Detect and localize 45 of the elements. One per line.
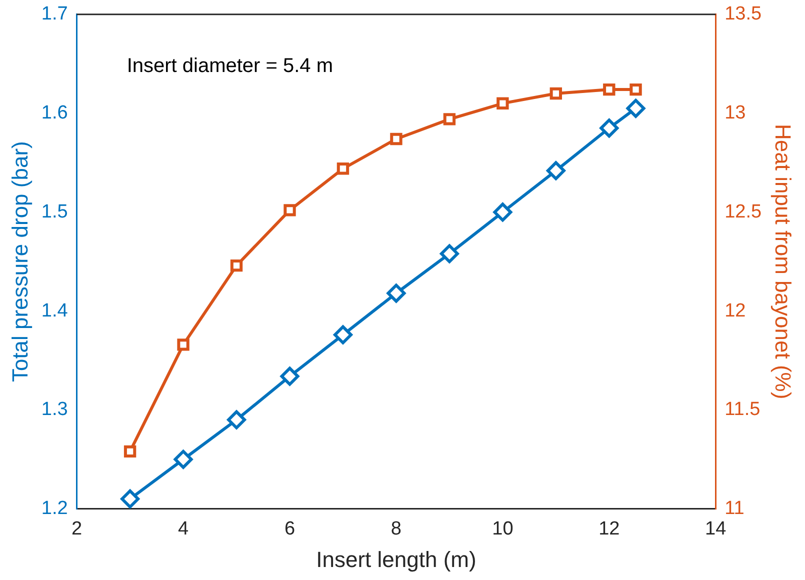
annotation: Insert diameter = 5.4 m <box>126 54 334 77</box>
point <box>333 325 352 344</box>
x-tick-label: 4 <box>178 518 189 540</box>
y-tick-label: 1.6 <box>41 102 68 124</box>
x-tick-label: 14 <box>705 518 727 540</box>
point <box>124 445 136 458</box>
point <box>120 489 140 508</box>
point <box>550 87 562 100</box>
point <box>280 366 300 386</box>
y-tick-label: 1.3 <box>41 399 68 420</box>
point <box>440 244 459 264</box>
point <box>174 450 193 469</box>
y-tick-label: 1.2 <box>41 498 68 520</box>
point <box>493 202 512 222</box>
point <box>626 98 646 118</box>
point <box>336 162 350 175</box>
x-axis-title: Insert length (m) <box>316 546 476 572</box>
y2-tick-label: 12 <box>724 300 746 322</box>
y2-tick-label: 12.5 <box>724 201 762 222</box>
x-tick-label: 12 <box>598 518 620 540</box>
point <box>630 83 642 96</box>
point <box>177 338 190 351</box>
y2-tick-label: 13 <box>724 102 746 124</box>
point <box>600 118 619 138</box>
point <box>227 410 246 430</box>
y-tick-label: 1.4 <box>41 300 68 322</box>
point <box>284 204 296 216</box>
point <box>443 113 456 126</box>
y-tick-label: 1.7 <box>41 4 68 25</box>
point <box>546 161 566 180</box>
x-tick-label: 10 <box>492 518 514 540</box>
y-axis-title: Total pressure drop (bar) <box>7 141 32 382</box>
y2-tick-label: 13.5 <box>724 4 762 25</box>
x-tick-label: 8 <box>390 518 402 540</box>
y2-axis-title: Heat input from bayonet (%) <box>770 124 796 400</box>
x-tick-label: 6 <box>284 518 296 540</box>
y-tick-label: 1.5 <box>41 201 68 222</box>
point <box>230 259 243 272</box>
x-tick-label: 2 <box>72 518 82 540</box>
y2-tick-label: 11 <box>724 498 744 520</box>
point <box>603 83 616 96</box>
y2-tick-label: 11.5 <box>724 399 760 420</box>
point <box>386 284 406 303</box>
point <box>496 97 509 110</box>
point <box>390 132 402 146</box>
